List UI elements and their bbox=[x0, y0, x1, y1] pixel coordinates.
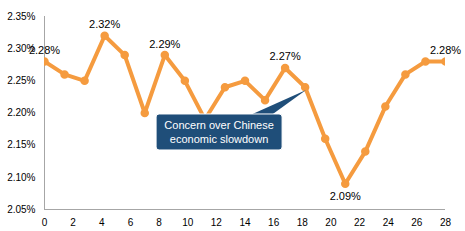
svg-text:22: 22 bbox=[354, 217, 366, 228]
svg-text:24: 24 bbox=[383, 217, 395, 228]
svg-text:2.15%: 2.15% bbox=[7, 139, 35, 150]
svg-text:2.05%: 2.05% bbox=[7, 204, 35, 215]
svg-text:2: 2 bbox=[70, 217, 76, 228]
svg-text:2.28%: 2.28% bbox=[430, 44, 461, 56]
svg-text:2.28%: 2.28% bbox=[29, 44, 60, 56]
svg-text:2.25%: 2.25% bbox=[7, 75, 35, 86]
svg-text:8: 8 bbox=[156, 217, 162, 228]
svg-text:2.32%: 2.32% bbox=[89, 18, 120, 30]
svg-text:2.09%: 2.09% bbox=[330, 190, 361, 202]
svg-text:10: 10 bbox=[182, 217, 194, 228]
svg-text:2.10%: 2.10% bbox=[7, 172, 35, 183]
svg-text:28: 28 bbox=[440, 217, 452, 228]
svg-text:2.20%: 2.20% bbox=[7, 107, 35, 118]
svg-text:6: 6 bbox=[128, 217, 134, 228]
svg-text:0: 0 bbox=[42, 217, 48, 228]
svg-text:14: 14 bbox=[239, 217, 251, 228]
svg-text:2.35%: 2.35% bbox=[7, 11, 35, 22]
svg-text:16: 16 bbox=[268, 217, 280, 228]
svg-text:18: 18 bbox=[297, 217, 309, 228]
svg-text:2.29%: 2.29% bbox=[149, 38, 180, 50]
svg-text:2.30%: 2.30% bbox=[7, 42, 36, 54]
svg-text:4: 4 bbox=[99, 217, 105, 228]
svg-text:Concern over Chineseeconomic s: Concern over Chineseeconomic slowdown bbox=[164, 119, 273, 145]
svg-text:2.27%: 2.27% bbox=[269, 50, 300, 62]
svg-text:12: 12 bbox=[211, 217, 223, 228]
svg-text:26: 26 bbox=[411, 217, 423, 228]
svg-text:20: 20 bbox=[325, 217, 337, 228]
